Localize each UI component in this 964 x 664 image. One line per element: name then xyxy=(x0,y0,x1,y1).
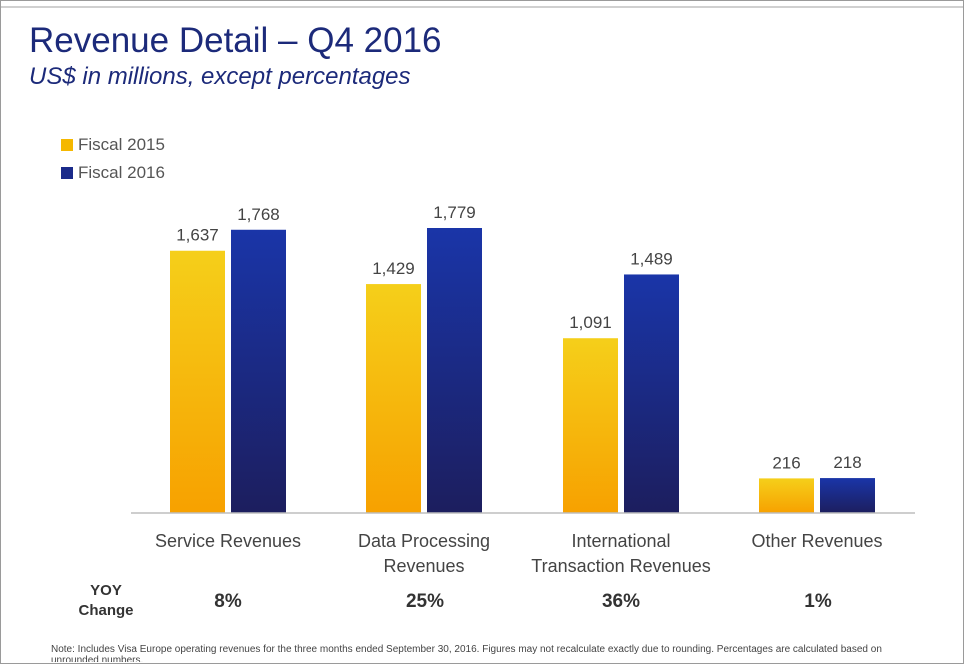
footnote: Note: Includes Visa Europe operating rev… xyxy=(51,644,882,662)
bar-fiscal-2016-2 xyxy=(624,274,679,513)
data-label-fiscal-2016-2: 1,489 xyxy=(630,249,673,268)
page-title: Revenue Detail – Q4 2016 xyxy=(29,21,442,60)
data-label-fiscal-2015-2: 1,091 xyxy=(569,313,612,332)
bar-fiscal-2016-1 xyxy=(427,228,482,513)
data-label-fiscal-2016-3: 218 xyxy=(833,453,861,472)
category-label-3-line-0: Other Revenues xyxy=(751,531,882,551)
yoy-label-line1: YOY xyxy=(90,582,122,599)
legend-item-fiscal-2016: Fiscal 2016 xyxy=(61,159,165,187)
yoy-value-other: 1% xyxy=(804,591,832,612)
yoy-value-data-processing: 25% xyxy=(405,591,445,612)
category-label-0-line-0: Service Revenues xyxy=(155,531,301,551)
category-label-1-line-0: Data Processing xyxy=(358,531,490,551)
bar-fiscal-2015-1 xyxy=(366,284,421,513)
data-label-fiscal-2016-1: 1,779 xyxy=(433,203,476,222)
data-label-fiscal-2015-0: 1,637 xyxy=(176,226,219,245)
bar-fiscal-2015-0 xyxy=(170,250,225,514)
yoy-value-service: 8% xyxy=(214,591,242,612)
legend-item-fiscal-2015: Fiscal 2015 xyxy=(61,131,165,159)
bar-fiscal-2016-3 xyxy=(820,478,875,513)
chart-legend: Fiscal 2015 Fiscal 2016 xyxy=(61,131,165,187)
category-label-2-line-1: Transaction Revenues xyxy=(531,556,710,576)
yoy-value-international: 36% xyxy=(601,591,641,612)
legend-label-fiscal-2016: Fiscal 2016 xyxy=(78,163,165,182)
data-label-fiscal-2015-3: 216 xyxy=(772,453,800,472)
yoy-change-label: YOY Change xyxy=(63,581,149,621)
category-label-1-line-1: Revenues xyxy=(383,556,464,576)
legend-swatch-fiscal-2015 xyxy=(61,139,73,151)
data-label-fiscal-2015-1: 1,429 xyxy=(372,259,415,278)
data-label-fiscal-2016-0: 1,768 xyxy=(237,205,280,224)
bar-fiscal-2015-2 xyxy=(563,338,618,513)
yoy-label-line2: Change xyxy=(78,602,134,619)
legend-label-fiscal-2015: Fiscal 2015 xyxy=(78,135,165,154)
top-rule xyxy=(1,6,963,8)
legend-swatch-fiscal-2016 xyxy=(61,167,73,179)
bar-fiscal-2015-3 xyxy=(759,478,814,513)
category-label-2-line-0: International xyxy=(571,531,670,551)
page-subtitle: US$ in millions, except percentages xyxy=(29,63,411,90)
bar-fiscal-2016-0 xyxy=(231,229,286,514)
